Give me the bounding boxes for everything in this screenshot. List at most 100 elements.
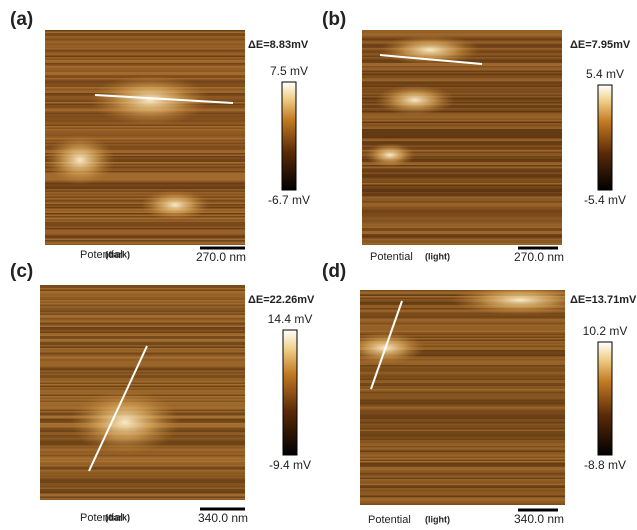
scan-line xyxy=(45,231,245,233)
scan-line xyxy=(362,145,562,147)
scan-line xyxy=(360,342,565,344)
panel-label: (d) xyxy=(322,261,346,282)
channel: Potential xyxy=(80,512,123,524)
scan-line xyxy=(40,349,245,351)
scan-line xyxy=(362,73,562,75)
scan-line xyxy=(40,345,245,347)
scan-line xyxy=(360,386,565,388)
scan-line xyxy=(45,190,245,192)
scan-line xyxy=(362,105,562,107)
scan-line xyxy=(45,175,245,177)
scan-line xyxy=(362,70,562,72)
scan-line xyxy=(360,488,565,490)
scan-line xyxy=(40,459,245,461)
scan-line xyxy=(362,190,562,192)
scan-line xyxy=(362,31,562,33)
scan-line xyxy=(40,382,245,384)
scan-line xyxy=(40,319,245,321)
scan-line xyxy=(362,132,562,134)
scan-line xyxy=(362,90,562,92)
scan-line xyxy=(40,340,245,342)
scan-line xyxy=(362,130,562,132)
scan-line xyxy=(360,374,565,376)
scan-line xyxy=(360,495,565,497)
scan-line xyxy=(360,441,565,443)
scan-line xyxy=(45,124,245,126)
scan-line xyxy=(40,325,245,327)
scan-line xyxy=(40,481,245,483)
scan-line xyxy=(360,389,565,391)
scan-line xyxy=(360,408,565,410)
panel-label: (a) xyxy=(10,9,33,30)
scan-line xyxy=(40,498,245,500)
scan-line xyxy=(360,503,565,505)
scan-line xyxy=(362,142,562,144)
scan-line xyxy=(45,52,245,54)
panel-label: (b) xyxy=(322,9,346,30)
scan-line xyxy=(40,373,245,375)
scan-line xyxy=(45,141,245,143)
scan-line xyxy=(45,45,245,47)
scan-line xyxy=(362,85,562,87)
bright-domain xyxy=(365,143,415,167)
profile-line xyxy=(88,345,148,472)
scan-line xyxy=(45,216,245,218)
kpfm-image xyxy=(362,30,562,245)
scan-line xyxy=(40,490,245,492)
bright-domain xyxy=(380,35,480,65)
scan-line xyxy=(45,237,245,239)
scan-line xyxy=(40,315,245,317)
scan-line xyxy=(360,413,565,415)
scan-line xyxy=(360,378,565,380)
scan-line xyxy=(40,366,245,368)
scan-line xyxy=(45,169,245,171)
scan-line xyxy=(360,404,565,406)
image-base xyxy=(362,30,562,245)
scan-line xyxy=(362,118,562,120)
scan-line xyxy=(45,128,245,130)
delta-e: ΔE=8.83mV xyxy=(248,39,309,51)
scan-line xyxy=(40,474,245,476)
scan-line xyxy=(45,153,245,155)
scan-line xyxy=(40,346,245,348)
scan-line xyxy=(362,84,562,86)
scan-line xyxy=(360,351,565,353)
scale-bar-label: 270.0 nm xyxy=(196,250,246,264)
scan-line xyxy=(40,453,245,455)
scan-line xyxy=(362,202,562,204)
scan-line xyxy=(45,72,245,74)
scan-line xyxy=(45,142,245,144)
scan-line xyxy=(360,500,565,502)
scan-line xyxy=(362,79,562,81)
scan-line xyxy=(360,438,565,440)
scan-line xyxy=(362,103,562,105)
scan-line xyxy=(360,449,565,451)
scan-line xyxy=(360,350,565,352)
scan-line xyxy=(362,201,562,203)
scan-line xyxy=(360,420,565,422)
scan-line xyxy=(360,417,565,419)
scan-line xyxy=(362,151,562,153)
scan-line xyxy=(45,48,245,50)
scan-line xyxy=(362,162,562,164)
scan-line xyxy=(40,387,245,389)
bright-domain xyxy=(45,135,115,185)
scan-line xyxy=(362,96,562,98)
colorbar-max: 5.4 mV xyxy=(586,67,624,81)
scan-line xyxy=(45,217,245,219)
scan-line xyxy=(362,241,562,243)
scan-line xyxy=(45,150,245,152)
scan-line xyxy=(45,31,245,33)
scan-line xyxy=(40,375,245,377)
scan-line xyxy=(45,213,245,215)
scan-line xyxy=(40,378,245,380)
scan-line xyxy=(360,494,565,496)
delta-e: ΔE=13.71mV xyxy=(570,294,637,306)
scan-line xyxy=(45,67,245,69)
scale-bar-label: 270.0 nm xyxy=(514,250,564,264)
scan-line xyxy=(45,154,245,156)
scan-line xyxy=(360,435,565,437)
scan-line xyxy=(40,372,245,374)
scan-line xyxy=(362,133,562,135)
scan-line xyxy=(360,422,565,424)
